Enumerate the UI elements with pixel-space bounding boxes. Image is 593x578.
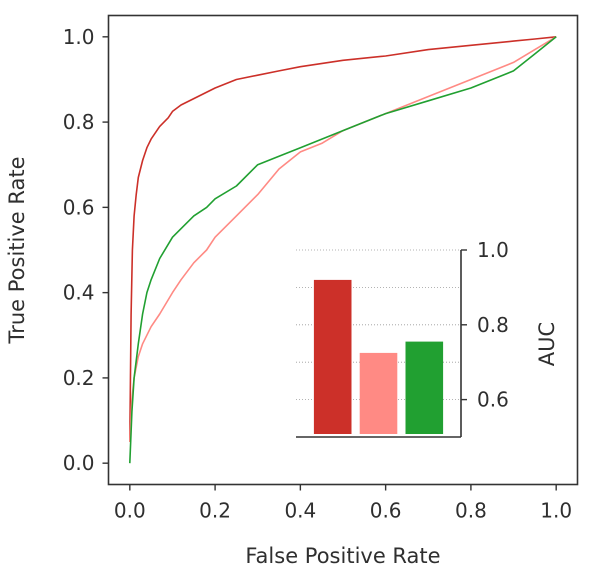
y-tick-label: 0.4 [63,281,95,305]
roc-curve-1 [129,36,557,442]
plot-frame [107,14,579,486]
roc-curves [129,36,557,464]
x-tick-label: 0.8 [455,499,487,523]
auc-inset: 0.6 0.8 1.0 AUC [296,238,559,438]
x-tick-label: 0.2 [199,499,231,523]
y-axis-label: True Positive Rate [5,156,29,344]
y-axis-ticks: 0.0 0.2 0.4 0.6 0.8 1.0 [63,25,109,475]
inset-y-tick-label: 0.6 [477,388,509,412]
y-tick-label: 0.2 [63,366,95,390]
x-tick-label: 0.4 [284,499,316,523]
x-axis-ticks: 0.0 0.2 0.4 0.6 0.8 1.0 [114,484,572,523]
x-tick-label: 1.0 [540,499,572,523]
inset-y-tick-label: 0.8 [477,313,509,337]
roc-curve-2 [129,36,557,442]
roc-plot: 0.0 0.2 0.4 0.6 0.8 1.0 0.0 0.2 0.4 0.6 0.8 1.0 Fa… [5,14,579,568]
x-tick-label: 0.6 [370,499,402,523]
auc-bar-3 [405,341,444,434]
inset-y-tick-label: 1.0 [477,238,509,262]
y-tick-label: 0.8 [63,110,95,134]
x-tick-label: 0.0 [114,499,146,523]
y-tick-label: 1.0 [63,25,95,49]
inset-y-axis-ticks: 0.6 0.8 1.0 [461,238,509,412]
auc-bar-2 [359,352,398,434]
y-tick-label: 0.0 [63,451,95,475]
roc-curve-3 [129,36,557,464]
y-tick-label: 0.6 [63,195,95,219]
inset-y-axis-label: AUC [535,322,559,366]
x-axis-label: False Positive Rate [245,544,440,568]
inset-bars [313,279,444,434]
auc-bar-1 [313,279,352,434]
